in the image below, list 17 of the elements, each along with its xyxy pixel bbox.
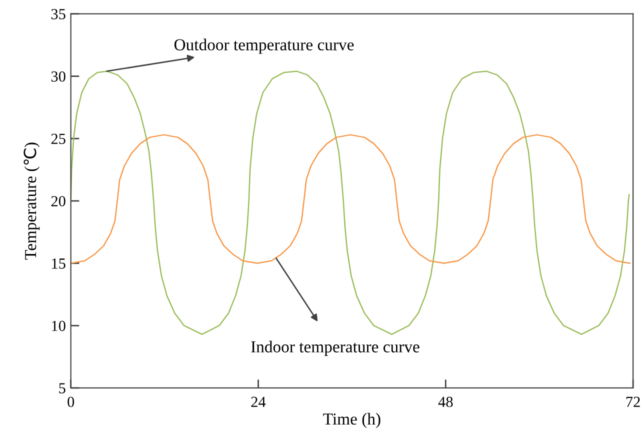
x-tick-label: 48 (438, 396, 453, 408)
x-tick-label: 24 (251, 396, 266, 407)
annotation: Outdoor temperature curve (174, 38, 354, 54)
y-tick-label: 30 (51, 71, 66, 82)
annotation: Indoor temperature curve (251, 340, 420, 356)
line-series (70, 70, 630, 335)
y-axis-title: Temperature (℃) (24, 142, 40, 260)
y-tick-label: 20 (51, 196, 66, 206)
y-tick-label: 10 (52, 320, 66, 332)
x-axis-title: Time (h) (323, 412, 380, 428)
y-tick-label: 25 (51, 134, 66, 144)
y-tick-label: 15 (52, 258, 66, 269)
x-tick-label: 0 (68, 396, 74, 408)
y-tick-label: 35 (51, 9, 66, 20)
x-tick-label: 72 (626, 396, 640, 407)
y-tick-label: 5 (59, 383, 66, 394)
line-series (70, 134, 631, 264)
